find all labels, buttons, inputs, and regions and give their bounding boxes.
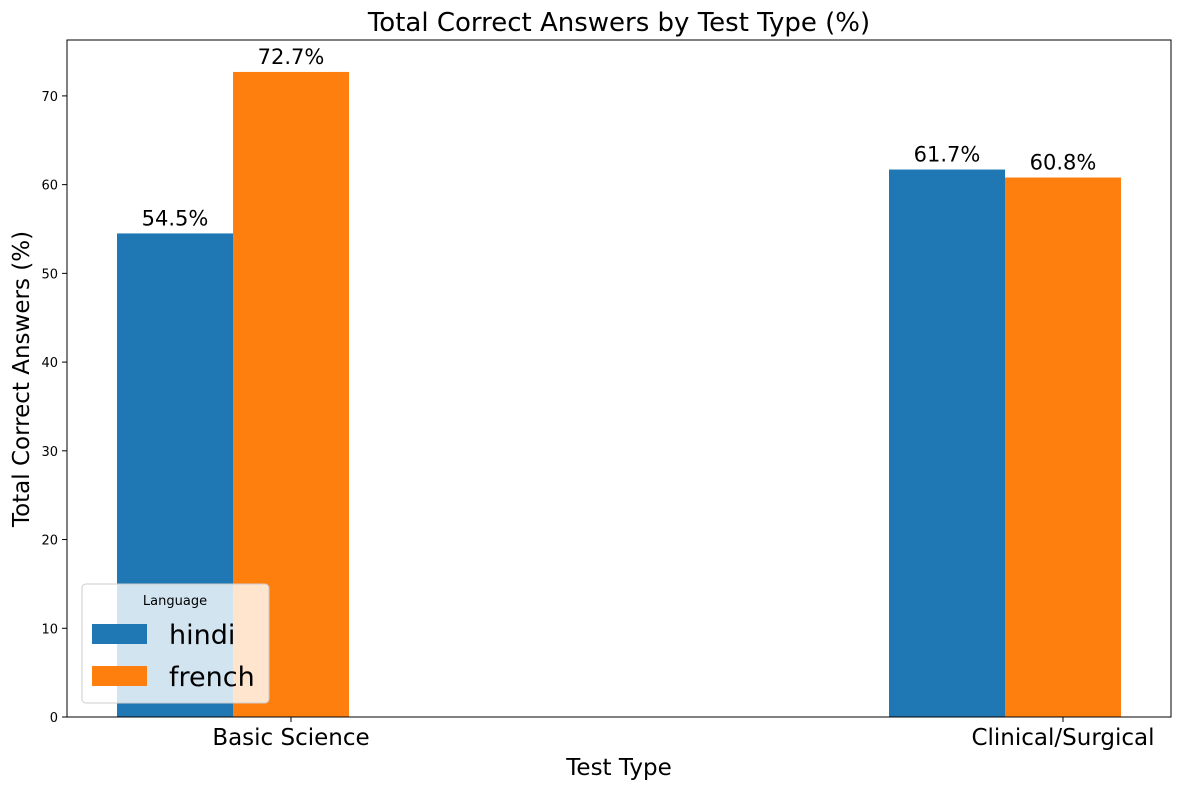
y-tick-label-0: 0 <box>50 711 58 726</box>
y-tick-label-2: 20 <box>41 534 58 549</box>
legend: Language hindi french <box>81 583 270 704</box>
y-tick-label-1: 10 <box>41 622 58 637</box>
axes-frame <box>66 39 1172 718</box>
legend-title: Language <box>143 594 207 609</box>
y-tick-label-7: 70 <box>41 90 58 105</box>
legend-swatch-hindi <box>92 624 147 644</box>
data-label-french-0: 72.7% <box>258 45 325 69</box>
y-tick-label-4: 40 <box>41 356 58 371</box>
chart-title: Total Correct Answers by Test Type (%) <box>367 8 870 38</box>
y-axis-label: Total Correct Answers (%) <box>9 231 35 528</box>
data-label-hindi-0: 54.5% <box>142 206 209 230</box>
legend-entry-french: french <box>169 662 255 693</box>
legend-entry-hindi: hindi <box>169 620 235 651</box>
y-tick-label-6: 60 <box>41 179 58 194</box>
x-tick-label-0: Basic Science <box>212 725 369 751</box>
legend-swatch-french <box>92 666 147 686</box>
data-label-french-1: 60.8% <box>1030 151 1097 175</box>
y-tick-label-3: 30 <box>41 445 58 460</box>
y-tick-label-5: 50 <box>41 267 58 282</box>
bar-french-1 <box>1005 177 1121 718</box>
data-label-hindi-1: 61.7% <box>914 143 981 167</box>
x-tick-label-1: Clinical/Surgical <box>971 725 1154 751</box>
x-axis-label: Test Type <box>565 755 671 781</box>
bar-hindi-1 <box>889 169 1005 718</box>
